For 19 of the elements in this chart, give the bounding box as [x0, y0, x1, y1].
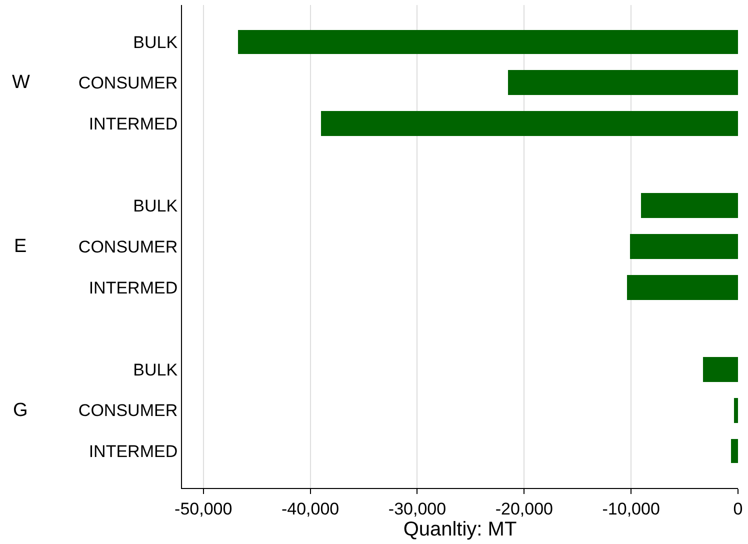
text: G: [13, 400, 28, 421]
y-tick-label: INTERMED: [88, 278, 178, 298]
x-tick-label: -10,000: [602, 499, 660, 518]
x-axis-title: Quanltiy: MT: [403, 518, 517, 540]
text: W: [12, 72, 30, 93]
x-tick-label: -40,000: [281, 499, 340, 518]
y-tick-label: CONSUMER: [78, 237, 178, 256]
x-tick-label: -50,000: [174, 499, 232, 518]
y-tick-label: BULK: [133, 32, 178, 52]
y-tick-label: BULK: [133, 196, 178, 216]
x-tick-label: -20,000: [495, 499, 553, 518]
y-tick-label: INTERMED: [88, 442, 178, 462]
x-tick-label: 0: [733, 499, 743, 518]
y-tick-label: CONSUMER: [78, 401, 178, 420]
text: E: [14, 236, 27, 257]
y-tick-label: BULK: [133, 360, 178, 380]
y-tick-label: INTERMED: [88, 114, 178, 134]
y-tick-label: CONSUMER: [78, 74, 178, 93]
x-tick-label: -30,000: [388, 499, 446, 518]
